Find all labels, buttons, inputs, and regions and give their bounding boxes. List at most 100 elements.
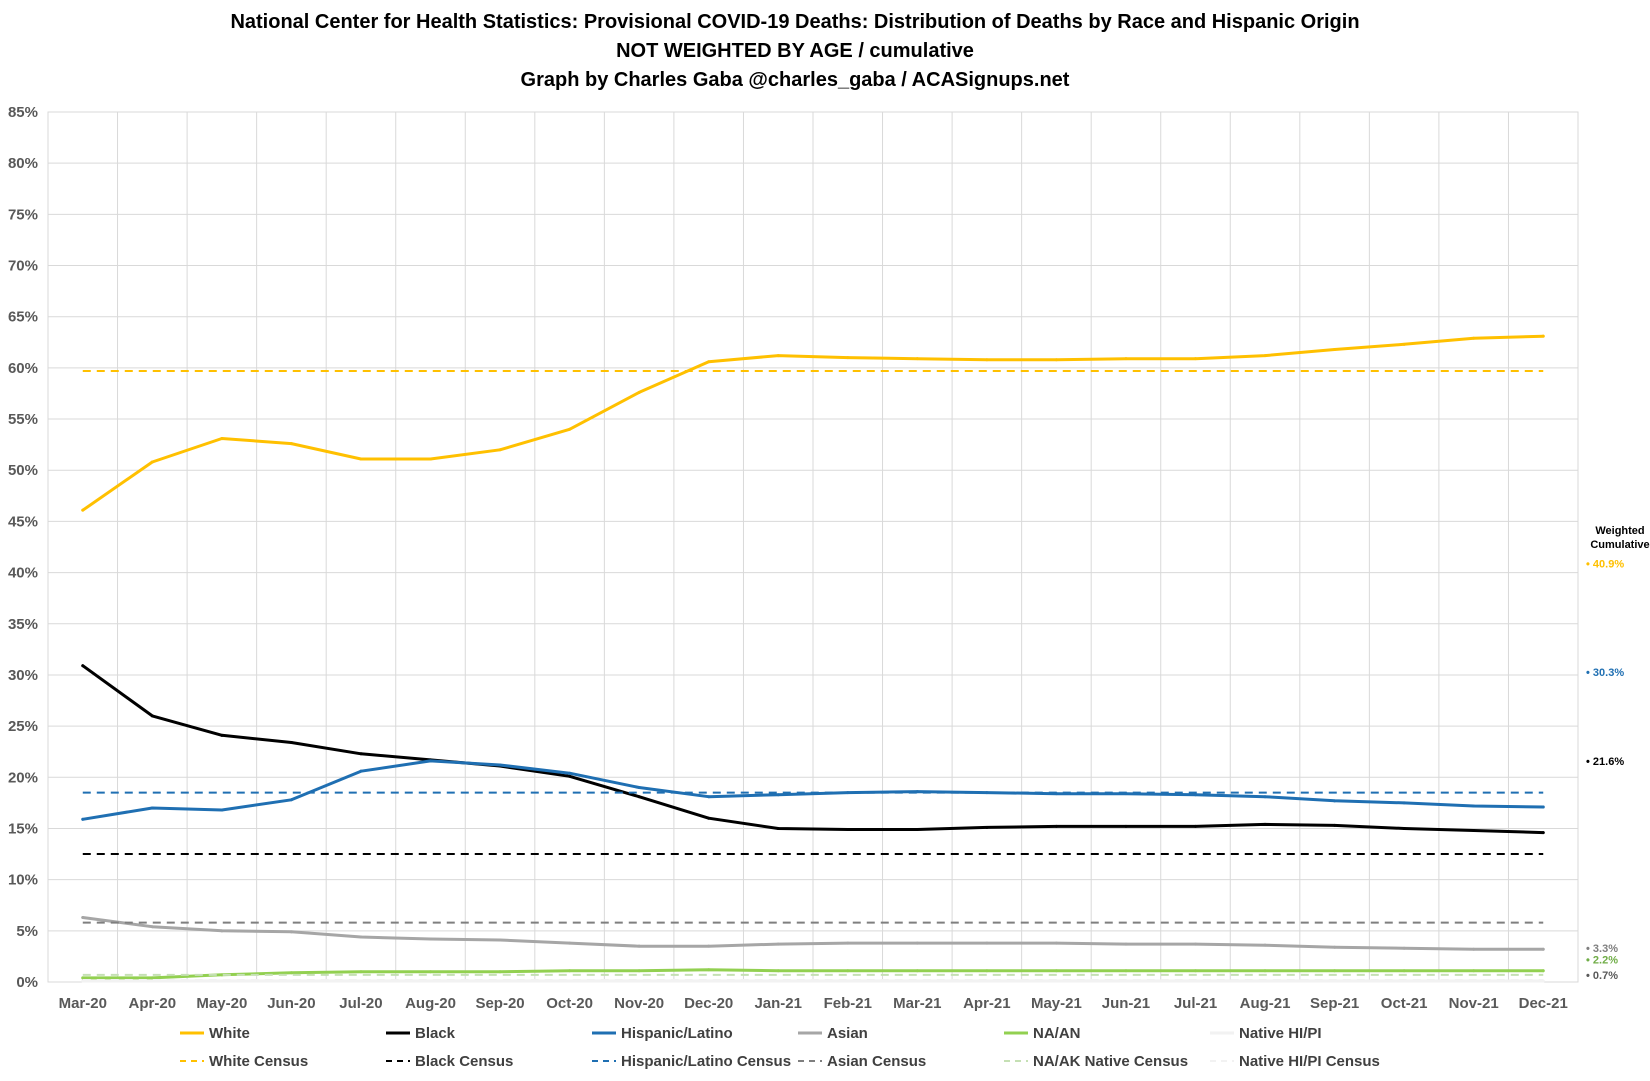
hispanic-latino-point bbox=[568, 771, 572, 775]
chart-byline: Graph by Charles Gaba @charles_gaba / AC… bbox=[520, 69, 1070, 91]
legend-label: White bbox=[209, 1025, 250, 1042]
x-tick-label: Oct-20 bbox=[546, 995, 593, 1012]
legend-label: White Census bbox=[209, 1053, 308, 1070]
x-tick-label: Mar-21 bbox=[893, 995, 941, 1012]
na-an-point bbox=[1124, 969, 1128, 973]
na-an-point bbox=[1541, 969, 1545, 973]
na-an-point bbox=[846, 969, 850, 973]
black-point bbox=[359, 752, 363, 756]
white-point bbox=[568, 427, 572, 431]
hispanic-latino-point bbox=[707, 795, 711, 799]
na-an-point bbox=[429, 970, 432, 974]
y-tick-label: 70% bbox=[8, 258, 38, 275]
asian-point bbox=[568, 941, 572, 945]
hispanic-latino-point bbox=[150, 806, 154, 810]
legend-label: Native HI/PI Census bbox=[1239, 1053, 1380, 1070]
hispanic-latino-point bbox=[1402, 801, 1406, 805]
na-an-point bbox=[776, 969, 780, 973]
native-hi-pi-point bbox=[289, 979, 293, 983]
na-an-point bbox=[1194, 969, 1197, 973]
black-point bbox=[1402, 826, 1406, 830]
asian-point bbox=[150, 925, 154, 929]
legend-label: Hispanic/Latino bbox=[621, 1025, 733, 1042]
white-point bbox=[1402, 342, 1406, 346]
series-lines bbox=[81, 334, 1545, 983]
hispanic-latino-point bbox=[498, 763, 502, 767]
side-panel-heading: Cumulative bbox=[1590, 539, 1649, 551]
na-an-point bbox=[637, 969, 641, 973]
asian-point bbox=[289, 930, 293, 934]
legend-label: Asian Census bbox=[827, 1053, 926, 1070]
x-tick-label: Mar-20 bbox=[59, 995, 107, 1012]
y-tick-label: 65% bbox=[8, 309, 38, 326]
black-point bbox=[81, 664, 85, 668]
y-tick-label: 85% bbox=[8, 104, 38, 121]
legend-label: Black bbox=[415, 1025, 456, 1042]
y-tick-label: 50% bbox=[8, 462, 38, 479]
white-point bbox=[1541, 334, 1545, 338]
black-line bbox=[81, 664, 1545, 835]
chart-title-block: National Center for Health Statistics: P… bbox=[0, 8, 1590, 95]
hispanic-latino-point bbox=[1333, 799, 1337, 803]
x-tick-label: Dec-21 bbox=[1519, 995, 1568, 1012]
black-point bbox=[707, 816, 711, 820]
native-hi-pi-point bbox=[776, 979, 780, 983]
white-point bbox=[1472, 336, 1476, 340]
na-an-point bbox=[1263, 969, 1267, 973]
y-tick-label: 25% bbox=[8, 718, 38, 735]
black-point bbox=[637, 795, 641, 799]
y-tick-label: 15% bbox=[8, 820, 38, 837]
white-point bbox=[498, 448, 502, 452]
white-point bbox=[1194, 357, 1197, 361]
asian-point bbox=[359, 935, 363, 939]
legend-label: NA/AN bbox=[1033, 1025, 1081, 1042]
hispanic-latino-point bbox=[289, 798, 293, 802]
x-tick-label: May-20 bbox=[196, 995, 247, 1012]
white-point bbox=[985, 358, 989, 362]
hispanic-latino-line bbox=[81, 759, 1545, 821]
y-tick-label: 10% bbox=[8, 872, 38, 889]
native-hi-pi-point bbox=[220, 979, 224, 983]
white-point bbox=[915, 357, 919, 361]
native-hi-pi-point bbox=[846, 979, 850, 983]
white-point bbox=[637, 390, 641, 394]
x-tick-label: Jul-20 bbox=[339, 995, 382, 1012]
y-tick-label: 75% bbox=[8, 206, 38, 223]
na-an-line bbox=[81, 968, 1545, 980]
hispanic-latino-point bbox=[846, 791, 850, 795]
asian-point bbox=[707, 944, 711, 948]
white-point bbox=[1054, 358, 1058, 362]
side-panel-value: • 21.6% bbox=[1586, 756, 1624, 768]
na-an-point bbox=[985, 969, 989, 973]
side-panel-value: • 30.3% bbox=[1586, 667, 1624, 679]
black-point bbox=[985, 825, 989, 829]
y-tick-label: 5% bbox=[16, 923, 38, 940]
asian-point bbox=[1194, 942, 1197, 946]
black-point bbox=[1472, 829, 1476, 833]
white-point bbox=[289, 442, 293, 446]
native-hi-pi-point bbox=[359, 979, 363, 983]
y-axis-ticks: 0% 5% 10% 15% 20% 25% 30% 35% 40% 45% 50% 55% 60% 65%… bbox=[8, 104, 38, 991]
native-hi-pi-point bbox=[637, 979, 641, 983]
white-point bbox=[1263, 354, 1267, 358]
na-an-point bbox=[915, 969, 919, 973]
asian-point bbox=[637, 944, 641, 948]
asian-point bbox=[1472, 947, 1476, 951]
native-hi-pi-point bbox=[429, 979, 432, 983]
asian-point bbox=[846, 941, 850, 945]
black-point bbox=[846, 827, 850, 831]
black-point bbox=[1333, 823, 1337, 827]
x-tick-label: Apr-20 bbox=[129, 995, 177, 1012]
weighted-cumulative-panel: Weighted Cumulative • 40.9% • 30.3% • 21.6% •… bbox=[1586, 525, 1650, 982]
hispanic-latino-point bbox=[1541, 805, 1545, 809]
hispanic-latino-point bbox=[81, 817, 85, 821]
legend-label: NA/AK Native Census bbox=[1033, 1053, 1188, 1070]
y-tick-label: 30% bbox=[8, 667, 38, 684]
asian-point bbox=[429, 937, 432, 941]
asian-point bbox=[776, 942, 780, 946]
x-tick-label: Jun-21 bbox=[1102, 995, 1150, 1012]
white-line bbox=[81, 334, 1545, 512]
y-tick-label: 0% bbox=[16, 974, 38, 991]
asian-point bbox=[1263, 943, 1267, 947]
